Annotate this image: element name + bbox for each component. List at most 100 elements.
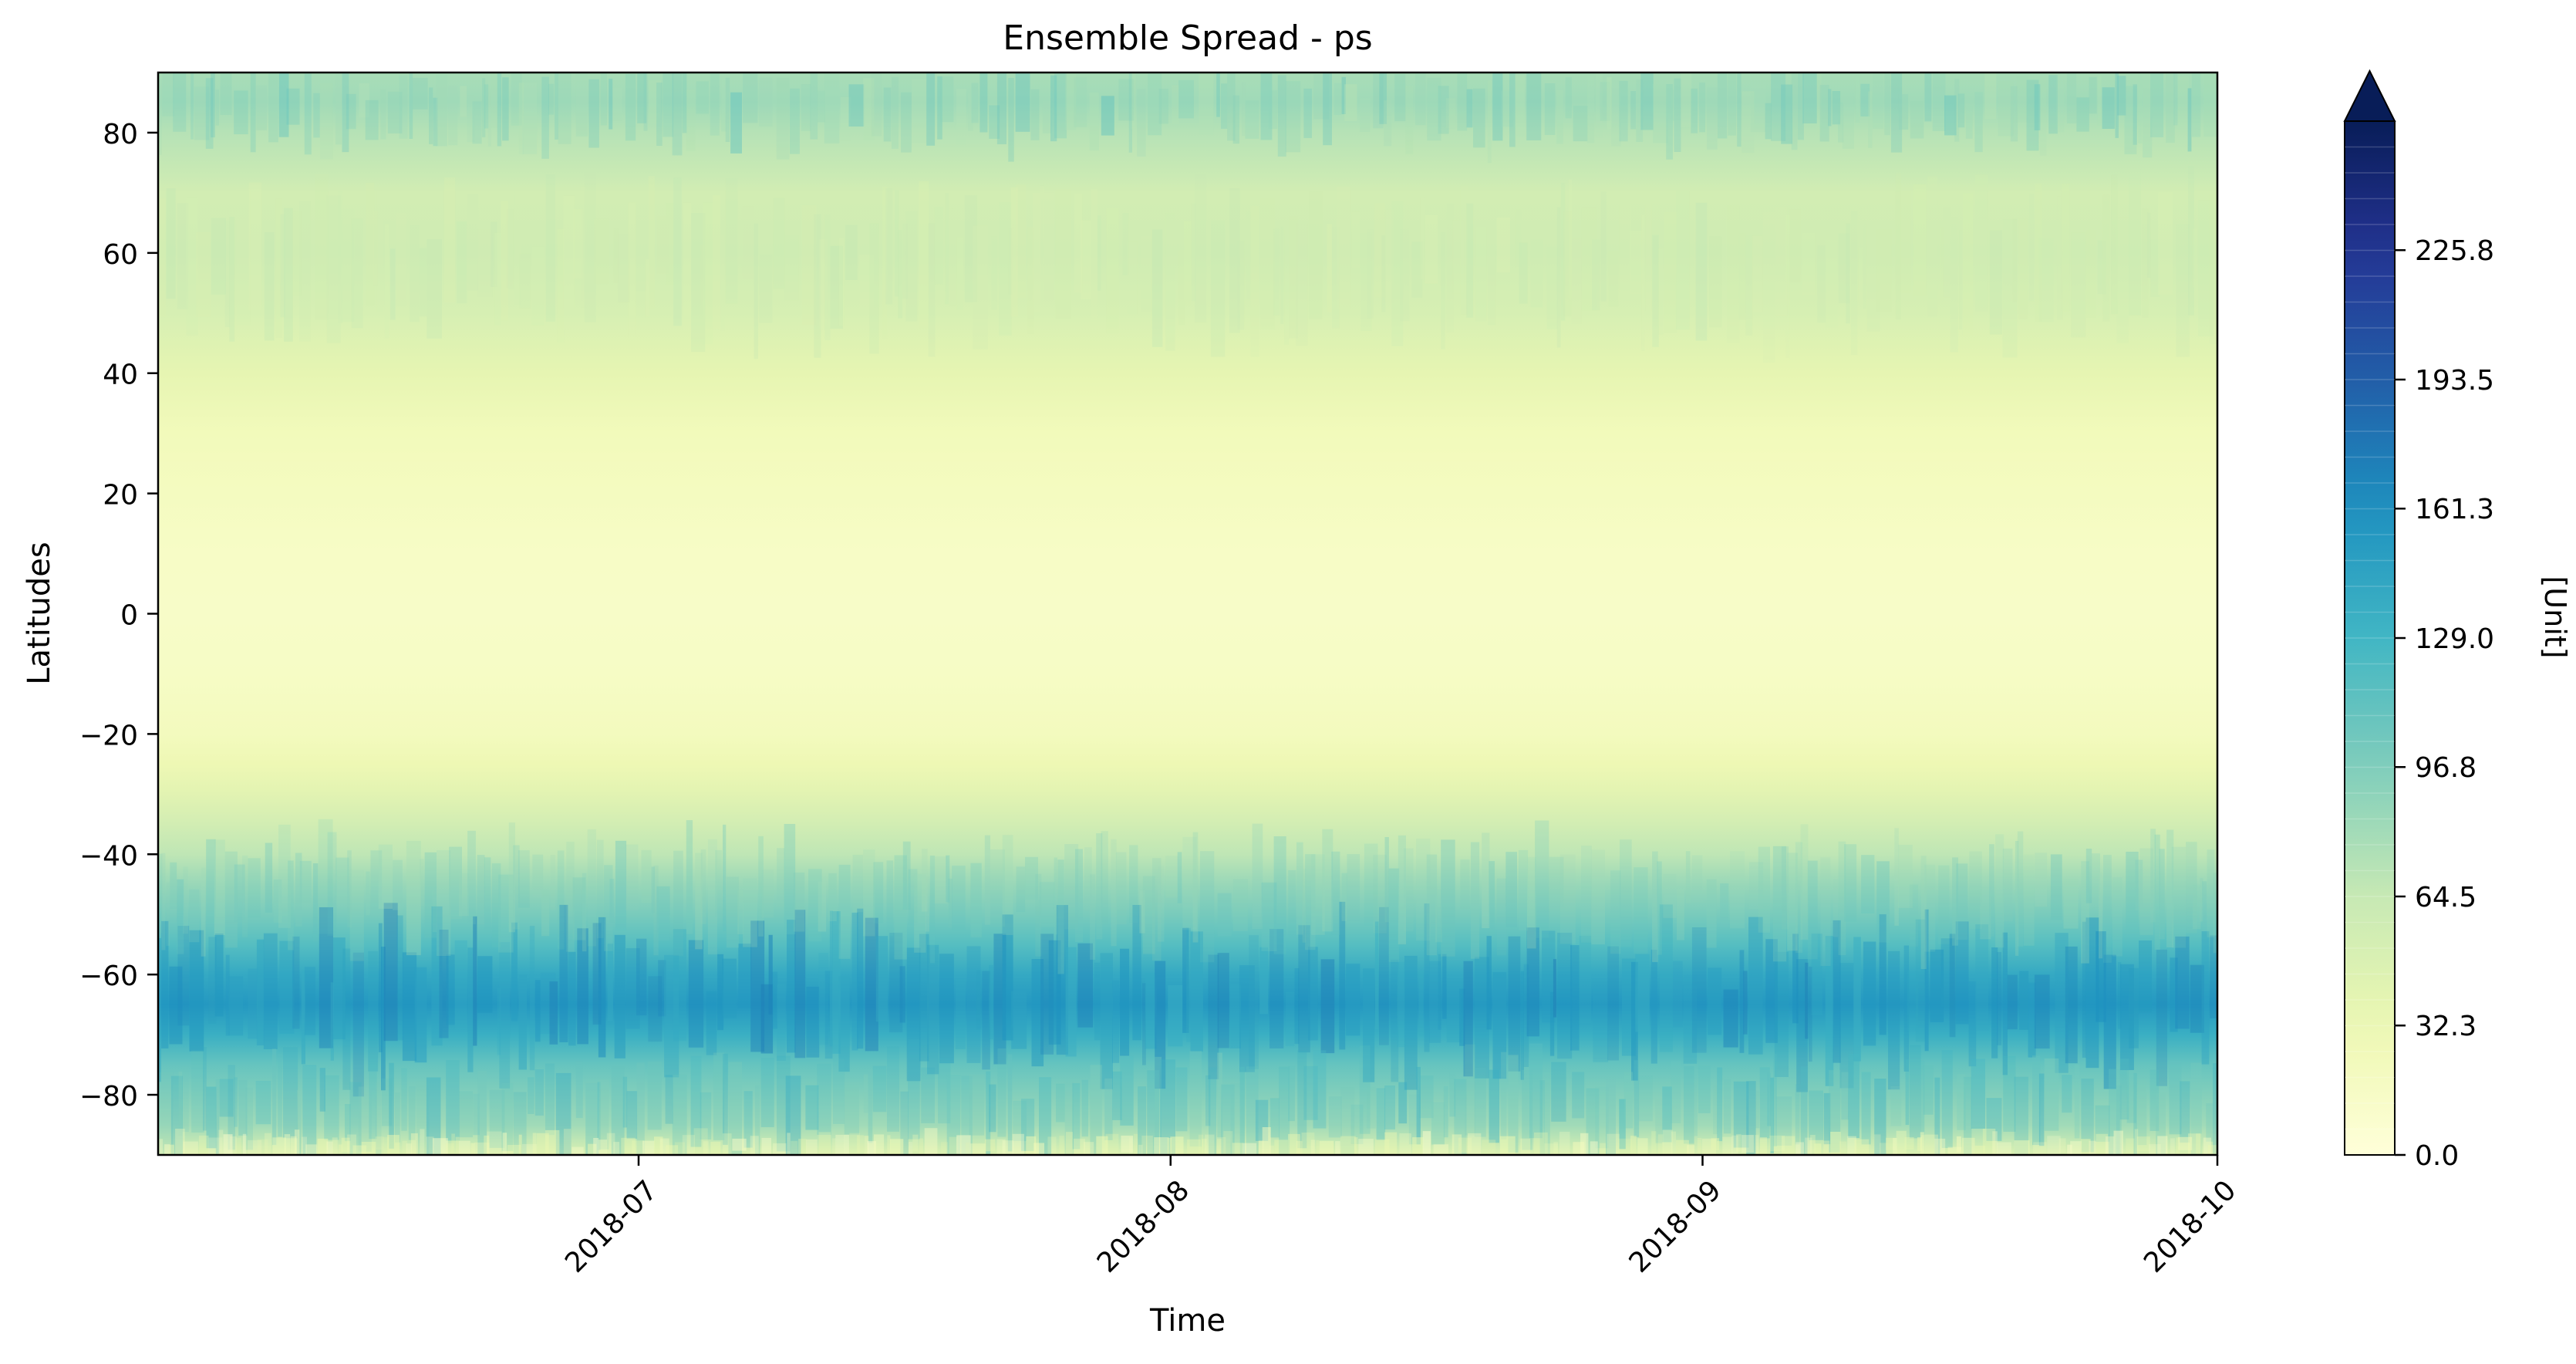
heatmap-streak: [867, 1141, 876, 1155]
heatmap-streak: [2007, 974, 2018, 1030]
heatmap-streak: [787, 920, 796, 1053]
heatmap-streak: [986, 1071, 991, 1155]
heatmap-streak: [1610, 870, 1621, 954]
heatmap-streak: [1640, 73, 1654, 130]
heatmap-streak: [614, 934, 625, 1058]
heatmap-streak: [1242, 1143, 1257, 1155]
heatmap-streak: [776, 77, 790, 160]
heatmap-streak: [1105, 1133, 1119, 1155]
heatmap-streak: [319, 1068, 325, 1112]
heatmap-streak: [956, 1135, 971, 1155]
heatmap-streak: [1237, 240, 1245, 330]
heatmap-streak: [755, 1085, 760, 1155]
heatmap-streak: [2057, 196, 2063, 320]
heatmap-streak: [1873, 73, 1884, 129]
heatmap-streak: [1611, 73, 1621, 147]
heatmap-streak: [2071, 232, 2086, 338]
heatmap-streak: [2026, 79, 2039, 151]
heatmap-streak: [2147, 212, 2151, 279]
heatmap-streak: [1138, 1086, 1147, 1155]
heatmap-streak: [2201, 931, 2210, 1065]
heatmap-streak: [761, 1137, 771, 1155]
heatmap-streak: [491, 73, 498, 128]
heatmap-streak: [651, 866, 655, 913]
heatmap-streak: [1809, 1090, 1823, 1140]
heatmap-streak: [1115, 852, 1127, 925]
heatmap-streak: [1854, 1139, 1870, 1155]
heatmap-streak: [1957, 93, 1965, 128]
heatmap-streak: [1373, 854, 1387, 934]
heatmap-streak: [1296, 1140, 1303, 1155]
heatmap-streak: [626, 1091, 638, 1139]
heatmap-streak: [1898, 94, 1909, 130]
heatmap-streak: [169, 966, 183, 1045]
heatmap-streak: [158, 1139, 164, 1155]
heatmap-streak: [1787, 852, 1798, 951]
heatmap-streak: [568, 951, 576, 1046]
heatmap-streak: [1802, 232, 1816, 296]
heatmap-streak: [521, 1144, 538, 1155]
heatmap-streak: [511, 922, 518, 1021]
heatmap-streak: [401, 1068, 407, 1131]
heatmap-streak: [863, 849, 875, 937]
heatmap-streak: [242, 1133, 247, 1155]
heatmap-streak: [431, 906, 443, 1046]
heatmap-streak: [773, 198, 785, 289]
heatmap-streak: [513, 845, 520, 930]
heatmap-streak: [1638, 1075, 1653, 1122]
heatmap-streak: [319, 907, 333, 1048]
heatmap-streak: [2082, 921, 2086, 1058]
heatmap-streak: [1807, 860, 1818, 960]
heatmap-streak: [1016, 184, 1027, 298]
y-tick-label: −40: [79, 840, 138, 872]
heatmap-streak: [1755, 1135, 1759, 1155]
heatmap-streak: [1398, 835, 1406, 945]
heatmap-streak: [518, 974, 527, 1070]
heatmap-streak: [1920, 1060, 1925, 1136]
heatmap-streak: [170, 1075, 183, 1155]
heatmap-streak: [1765, 939, 1778, 1043]
heatmap-streak: [1106, 208, 1119, 333]
heatmap-streak: [2133, 1072, 2137, 1155]
heatmap-streak: [1956, 1136, 1961, 1153]
heatmap-streak: [1273, 836, 1286, 954]
heatmap-streak: [2202, 881, 2207, 931]
heatmap-streak: [725, 178, 738, 304]
heatmap-streak: [278, 824, 291, 928]
heatmap-streak: [250, 73, 256, 153]
heatmap-streak: [2002, 219, 2018, 358]
heatmap-streak: [1607, 946, 1619, 1061]
heatmap-streak: [2198, 200, 2214, 337]
heatmap-streak: [1341, 873, 1347, 921]
heatmap-streak: [433, 97, 438, 147]
heatmap-streak: [1563, 211, 1572, 316]
heatmap-streak: [919, 934, 929, 1062]
heatmap-streak: [828, 873, 837, 921]
heatmap-streak: [1717, 73, 1728, 139]
heatmap-streak: [201, 867, 206, 957]
heatmap-streak: [1431, 1102, 1445, 1145]
heatmap-streak: [1924, 73, 1932, 122]
heatmap-streak: [2056, 73, 2065, 133]
heatmap-streak: [416, 1080, 430, 1155]
heatmap-streak: [801, 205, 817, 325]
heatmap-streak: [1805, 1137, 1812, 1155]
heatmap-streak: [997, 1048, 1006, 1137]
y-tick-label: 80: [103, 119, 138, 150]
heatmap-streak: [721, 79, 727, 132]
heatmap-streak: [1158, 89, 1168, 124]
heatmap-streak: [1033, 1143, 1044, 1155]
y-tick-label: −60: [79, 961, 138, 992]
heatmap-streak: [1438, 86, 1449, 134]
heatmap-streak: [268, 73, 278, 143]
heatmap-streak: [1534, 1132, 1548, 1155]
heatmap-streak: [545, 174, 555, 322]
heatmap-streak: [1217, 1052, 1222, 1139]
heatmap-streak: [710, 73, 720, 136]
heatmap-streak: [2196, 1133, 2202, 1155]
heatmap-streak: [865, 917, 878, 1052]
heatmap-streak: [696, 81, 709, 114]
heatmap-streak: [1641, 214, 1645, 351]
heatmap-streak: [566, 842, 575, 952]
heatmap-streak: [643, 73, 648, 131]
